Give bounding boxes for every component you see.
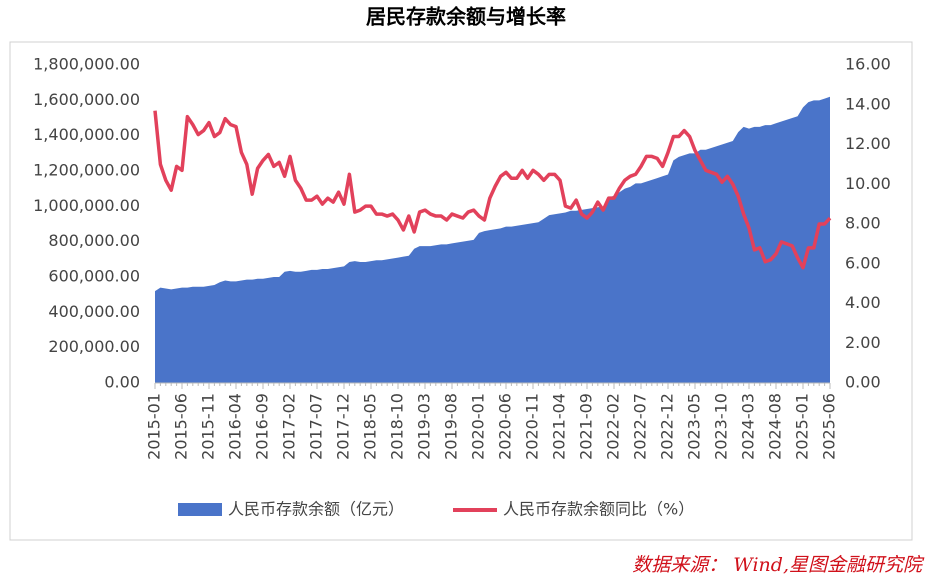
legend-swatch	[178, 503, 222, 516]
x-tick-label: 2019-08	[442, 393, 461, 460]
legend-label: 人民币存款余额（亿元）	[228, 500, 404, 519]
x-tick-label: 2015-01	[145, 393, 164, 460]
x-tick-label: 2023-10	[712, 393, 731, 460]
x-tick-label: 2018-10	[388, 393, 407, 460]
x-tick-label: 2025-06	[820, 393, 839, 460]
y2-tick-label: 10.00	[845, 174, 891, 193]
x-tick-label: 2019-03	[415, 393, 434, 460]
x-tick-label: 2024-08	[766, 393, 785, 460]
chart-title: 居民存款余额与增长率	[366, 5, 566, 29]
area	[155, 96, 830, 384]
x-tick-label: 2021-09	[577, 393, 596, 460]
x-tick-label: 2018-05	[361, 393, 380, 460]
y-tick-label: 1,400,000.00	[33, 125, 140, 144]
y2-tick-label: 14.00	[845, 94, 891, 113]
x-tick-label: 2022-12	[658, 393, 677, 460]
x-tick-label: 2015-11	[199, 393, 218, 460]
y-tick-label: 0.00	[104, 373, 140, 392]
y-tick-label: 1,800,000.00	[33, 55, 140, 74]
legend-label: 人民币存款余额同比（%）	[503, 500, 694, 519]
x-tick-label: 2015-06	[172, 393, 191, 460]
y-tick-label: 1,600,000.00	[33, 90, 140, 109]
y2-tick-label: 16.00	[845, 55, 891, 74]
x-tick-label: 2023-05	[685, 393, 704, 460]
x-tick-label: 2021-04	[550, 393, 569, 460]
x-tick-label: 2016-09	[253, 393, 272, 460]
y2-tick-label: 8.00	[845, 214, 881, 233]
x-tick-label: 2017-02	[280, 393, 299, 460]
x-tick-label: 2017-12	[334, 393, 353, 460]
y-tick-label: 1,000,000.00	[33, 196, 140, 215]
y-tick-label: 200,000.00	[48, 337, 140, 356]
x-tick-label: 2025-01	[793, 393, 812, 460]
y2-tick-label: 4.00	[845, 293, 881, 312]
x-tick-label: 2020-01	[469, 393, 488, 460]
chart-frame	[9, 41, 913, 541]
x-tick-label: 2016-04	[226, 393, 245, 460]
x-tick-label: 2022-02	[604, 393, 623, 460]
y-tick-label: 1,200,000.00	[33, 161, 140, 180]
x-tick-label: 2020-11	[523, 393, 542, 460]
y2-tick-label: 0.00	[845, 373, 881, 392]
y-tick-label: 800,000.00	[48, 231, 140, 250]
source: 数据来源： Wind,星图金融研究院	[632, 554, 925, 576]
x-tick-label: 2024-03	[739, 393, 758, 460]
x-tick-label: 2022-07	[631, 393, 650, 460]
y2-tick-label: 12.00	[845, 134, 891, 153]
y-tick-label: 600,000.00	[48, 267, 140, 286]
x-tick-label: 2020-06	[496, 393, 515, 460]
y2-tick-label: 6.00	[845, 253, 881, 272]
y2-tick-label: 2.00	[845, 333, 881, 352]
line	[153, 110, 832, 270]
y-tick-label: 400,000.00	[48, 302, 140, 321]
x-tick-label: 2017-07	[307, 393, 326, 460]
